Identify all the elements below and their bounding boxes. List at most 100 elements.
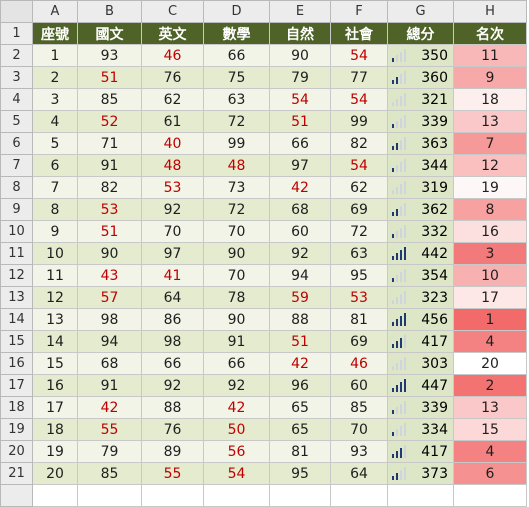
row-header[interactable]: 19 [0, 418, 33, 441]
row-header[interactable]: 18 [0, 396, 33, 419]
social-cell[interactable]: 81 [330, 308, 388, 331]
column-header-b[interactable]: B [77, 0, 142, 23]
science-cell[interactable]: 90 [269, 44, 331, 67]
seat-cell[interactable]: 13 [32, 308, 78, 331]
total-cell[interactable]: 339 [387, 110, 454, 133]
english-cell[interactable]: 92 [141, 198, 204, 221]
math-cell[interactable]: 78 [203, 286, 270, 309]
chinese-cell[interactable]: 68 [77, 352, 142, 375]
english-cell[interactable]: 55 [141, 462, 204, 485]
header-cell-social[interactable]: 社會 [330, 22, 388, 45]
math-cell[interactable]: 56 [203, 440, 270, 463]
row-header[interactable]: 1 [0, 22, 33, 45]
total-cell[interactable]: 319 [387, 176, 454, 199]
rank-cell[interactable]: 12 [453, 154, 527, 177]
english-cell[interactable]: 53 [141, 176, 204, 199]
science-cell[interactable]: 60 [269, 220, 331, 243]
social-cell[interactable]: 64 [330, 462, 388, 485]
total-cell[interactable]: 362 [387, 198, 454, 221]
header-cell-english[interactable]: 英文 [141, 22, 204, 45]
row-header[interactable]: 14 [0, 308, 33, 331]
science-cell[interactable]: 94 [269, 264, 331, 287]
seat-cell[interactable]: 4 [32, 110, 78, 133]
science-cell[interactable]: 88 [269, 308, 331, 331]
science-cell[interactable]: 59 [269, 286, 331, 309]
column-header-e[interactable]: E [269, 0, 331, 23]
seat-cell[interactable]: 11 [32, 264, 78, 287]
chinese-cell[interactable]: 52 [77, 110, 142, 133]
math-cell[interactable]: 63 [203, 88, 270, 111]
chinese-cell[interactable]: 85 [77, 462, 142, 485]
rank-cell[interactable]: 7 [453, 132, 527, 155]
science-cell[interactable]: 65 [269, 418, 331, 441]
social-cell[interactable]: 82 [330, 132, 388, 155]
chinese-cell[interactable]: 51 [77, 66, 142, 89]
rank-cell[interactable]: 8 [453, 198, 527, 221]
seat-cell[interactable]: 16 [32, 374, 78, 397]
social-cell[interactable]: 60 [330, 374, 388, 397]
rank-cell[interactable]: 10 [453, 264, 527, 287]
math-cell[interactable]: 66 [203, 44, 270, 67]
chinese-cell[interactable]: 51 [77, 220, 142, 243]
science-cell[interactable]: 68 [269, 198, 331, 221]
column-header-h[interactable]: H [453, 0, 527, 23]
chinese-cell[interactable]: 98 [77, 308, 142, 331]
english-cell[interactable]: 41 [141, 264, 204, 287]
chinese-cell[interactable]: 85 [77, 88, 142, 111]
social-cell[interactable]: 53 [330, 286, 388, 309]
seat-cell[interactable]: 9 [32, 220, 78, 243]
english-cell[interactable]: 86 [141, 308, 204, 331]
english-cell[interactable]: 66 [141, 352, 204, 375]
chinese-cell[interactable]: 53 [77, 198, 142, 221]
english-cell[interactable]: 92 [141, 374, 204, 397]
total-cell[interactable]: 360 [387, 66, 454, 89]
rank-cell[interactable]: 3 [453, 242, 527, 265]
total-cell[interactable]: 373 [387, 462, 454, 485]
total-cell[interactable]: 447 [387, 374, 454, 397]
seat-cell[interactable]: 18 [32, 418, 78, 441]
science-cell[interactable]: 97 [269, 154, 331, 177]
chinese-cell[interactable]: 43 [77, 264, 142, 287]
social-cell[interactable]: 77 [330, 66, 388, 89]
social-cell[interactable]: 69 [330, 330, 388, 353]
row-header[interactable]: 15 [0, 330, 33, 353]
total-cell[interactable]: 339 [387, 396, 454, 419]
seat-cell[interactable]: 12 [32, 286, 78, 309]
english-cell[interactable]: 76 [141, 66, 204, 89]
science-cell[interactable]: 51 [269, 110, 331, 133]
total-cell[interactable]: 344 [387, 154, 454, 177]
english-cell[interactable]: 98 [141, 330, 204, 353]
total-cell[interactable]: 442 [387, 242, 454, 265]
english-cell[interactable]: 97 [141, 242, 204, 265]
social-cell[interactable]: 54 [330, 154, 388, 177]
row-header[interactable]: 13 [0, 286, 33, 309]
science-cell[interactable]: 92 [269, 242, 331, 265]
rank-cell[interactable]: 16 [453, 220, 527, 243]
row-header[interactable]: 16 [0, 352, 33, 375]
select-all-corner[interactable] [0, 0, 33, 23]
total-cell[interactable]: 417 [387, 440, 454, 463]
row-header[interactable]: 20 [0, 440, 33, 463]
header-cell-chinese[interactable]: 國文 [77, 22, 142, 45]
row-header[interactable]: 7 [0, 154, 33, 177]
rank-cell[interactable]: 19 [453, 176, 527, 199]
total-cell[interactable]: 354 [387, 264, 454, 287]
rank-cell[interactable]: 6 [453, 462, 527, 485]
row-header[interactable]: 6 [0, 132, 33, 155]
row-header[interactable]: 2 [0, 44, 33, 67]
seat-cell[interactable]: 2 [32, 66, 78, 89]
rank-cell[interactable]: 20 [453, 352, 527, 375]
math-cell[interactable]: 99 [203, 132, 270, 155]
social-cell[interactable]: 46 [330, 352, 388, 375]
math-cell[interactable]: 92 [203, 374, 270, 397]
english-cell[interactable]: 89 [141, 440, 204, 463]
total-cell[interactable]: 350 [387, 44, 454, 67]
chinese-cell[interactable]: 93 [77, 44, 142, 67]
chinese-cell[interactable]: 94 [77, 330, 142, 353]
science-cell[interactable]: 42 [269, 352, 331, 375]
science-cell[interactable]: 42 [269, 176, 331, 199]
math-cell[interactable]: 72 [203, 198, 270, 221]
social-cell[interactable]: 70 [330, 418, 388, 441]
chinese-cell[interactable]: 79 [77, 440, 142, 463]
social-cell[interactable]: 85 [330, 396, 388, 419]
